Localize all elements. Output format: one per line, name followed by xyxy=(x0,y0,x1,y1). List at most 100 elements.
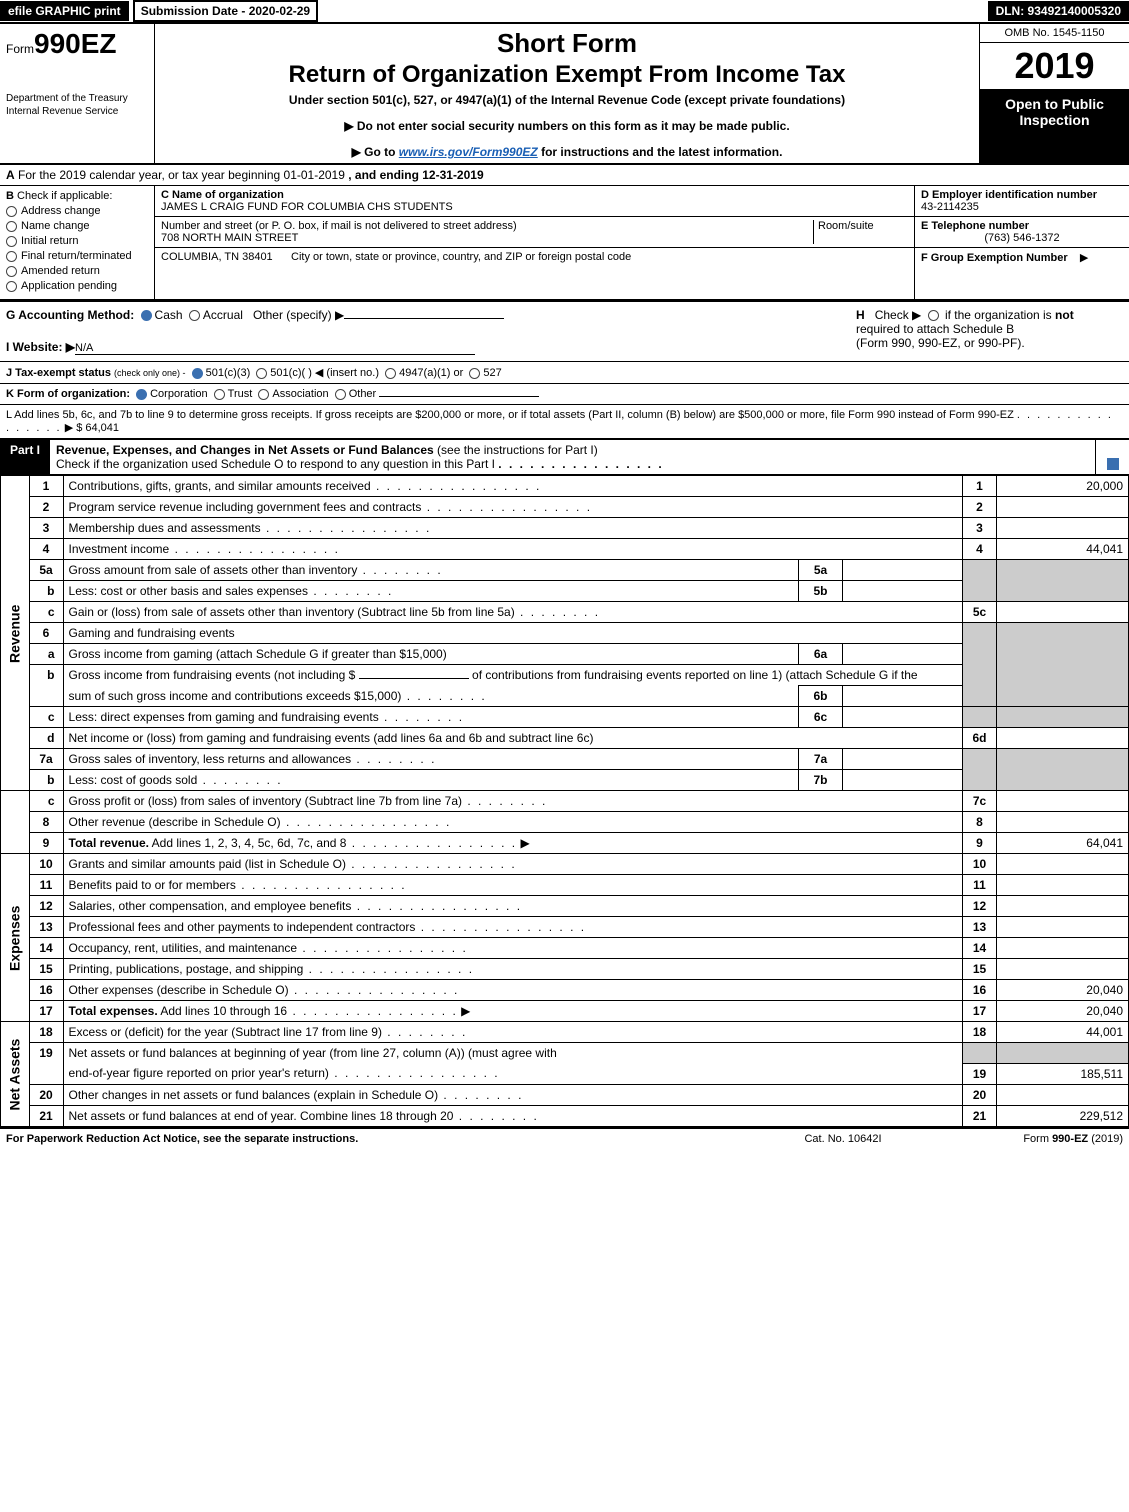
row-desc: Less: direct expenses from gaming and fu… xyxy=(69,710,379,724)
dots-icon xyxy=(515,605,600,619)
inner-val xyxy=(843,644,963,665)
dots-icon xyxy=(379,710,464,724)
j-label: J Tax-exempt status xyxy=(6,367,111,379)
radio-checked-icon[interactable] xyxy=(136,389,147,400)
row-box: 7c xyxy=(963,791,997,812)
row-num: 10 xyxy=(29,854,63,875)
line-g: G Accounting Method: Cash Accrual Other … xyxy=(6,308,848,322)
k-other-input[interactable] xyxy=(379,396,539,397)
table-row: 11 Benefits paid to or for members 11 xyxy=(1,875,1129,896)
footer-catno: Cat. No. 10642I xyxy=(743,1133,943,1145)
inner-box: 6c xyxy=(799,707,843,728)
inner-box: 6b xyxy=(799,686,843,707)
line-a-prefix: A xyxy=(6,168,15,182)
arrow-icon: ▶ xyxy=(520,836,529,850)
radio-checked-icon[interactable] xyxy=(141,310,152,321)
dots-icon xyxy=(281,815,452,829)
row-desc: Professional fees and other payments to … xyxy=(69,920,416,934)
amount-input[interactable] xyxy=(359,678,469,679)
tel-lbl-text: E Telephone number xyxy=(921,220,1029,232)
radio-unchecked-icon[interactable] xyxy=(469,368,480,379)
table-row: 3 Membership dues and assessments 3 xyxy=(1,518,1129,539)
row-desc-19-1: Net assets or fund balances at beginning… xyxy=(69,1046,557,1060)
row-desc: Other changes in net assets or fund bala… xyxy=(69,1088,439,1102)
inner-box: 5b xyxy=(799,581,843,602)
table-row: c Less: direct expenses from gaming and … xyxy=(1,707,1129,728)
subtitle-501: Under section 501(c), 527, or 4947(a)(1)… xyxy=(161,93,973,107)
arrow-icon: ▶ xyxy=(461,1004,470,1018)
checkbox-icon xyxy=(6,281,17,292)
table-row: c Gross profit or (loss) from sales of i… xyxy=(1,791,1129,812)
table-row: b Gross income from fundraising events (… xyxy=(1,665,1129,686)
grp-label: F Group Exemption Number xyxy=(921,252,1068,264)
table-row: b Less: cost or other basis and sales ex… xyxy=(1,581,1129,602)
shaded-cell xyxy=(997,749,1129,791)
website-value: N/A xyxy=(75,342,475,355)
part1-label: Part I xyxy=(0,440,50,474)
row-desc: Printing, publications, postage, and shi… xyxy=(69,962,304,976)
omb-number: OMB No. 1545-1150 xyxy=(980,24,1129,43)
row-num: 6 xyxy=(29,623,63,644)
row-num: 9 xyxy=(29,833,63,854)
efile-print-button[interactable]: efile GRAPHIC print xyxy=(0,1,129,21)
checkbox-checked-icon[interactable] xyxy=(1107,458,1119,470)
row-desc: Net income or (loss) from gaming and fun… xyxy=(69,731,594,745)
radio-unchecked-icon[interactable] xyxy=(256,368,267,379)
chk-label-4: Amended return xyxy=(21,265,100,277)
row-val: 185,511 xyxy=(997,1063,1129,1084)
row-box: 17 xyxy=(963,1001,997,1022)
row-num: 11 xyxy=(29,875,63,896)
row-num: 16 xyxy=(29,980,63,1001)
checkbox-icon xyxy=(6,236,17,247)
grp-arrow-icon: ▶ xyxy=(1080,252,1088,264)
table-row: 9 Total revenue. Add lines 1, 2, 3, 4, 5… xyxy=(1,833,1129,854)
chk-initial-return[interactable]: Initial return xyxy=(6,235,148,247)
row-box: 5c xyxy=(963,602,997,623)
table-row: 15 Printing, publications, postage, and … xyxy=(1,959,1129,980)
row-desc: Net assets or fund balances at end of ye… xyxy=(69,1109,454,1123)
radio-unchecked-icon[interactable] xyxy=(385,368,396,379)
chk-amended-return[interactable]: Amended return xyxy=(6,265,148,277)
part1-header: Part I Revenue, Expenses, and Changes in… xyxy=(0,438,1129,475)
chk-name-change[interactable]: Name change xyxy=(6,220,148,232)
row-num: 12 xyxy=(29,896,63,917)
irs-link[interactable]: www.irs.gov/Form990EZ xyxy=(399,145,538,159)
row-box: 21 xyxy=(963,1105,997,1126)
chk-address-change[interactable]: Address change xyxy=(6,205,148,217)
h-check-label: Check ▶ xyxy=(875,308,922,322)
radio-unchecked-icon[interactable] xyxy=(335,389,346,400)
radio-unchecked-icon[interactable] xyxy=(189,310,200,321)
row-val xyxy=(997,917,1129,938)
chk-application-pending[interactable]: Application pending xyxy=(6,280,148,292)
radio-checked-icon[interactable] xyxy=(192,368,203,379)
h-not: not xyxy=(1055,308,1074,322)
row-sub: c xyxy=(29,791,63,812)
radio-unchecked-icon[interactable] xyxy=(214,389,225,400)
section-bcd: B Check if applicable: Address change Na… xyxy=(0,186,1129,300)
g-other-input[interactable] xyxy=(344,318,504,319)
section-c: C Name of organization JAMES L CRAIG FUN… xyxy=(155,186,914,299)
form-header: Form990EZ Department of the Treasury Int… xyxy=(0,24,1129,165)
row-desc: Gross income from gaming (attach Schedul… xyxy=(69,647,447,661)
table-row: 20 Other changes in net assets or fund b… xyxy=(1,1084,1129,1105)
shaded-cell xyxy=(997,1043,1129,1064)
row-val xyxy=(997,497,1129,518)
table-row: c Gain or (loss) from sale of assets oth… xyxy=(1,602,1129,623)
shaded-cell xyxy=(963,560,997,602)
chk-final-return[interactable]: Final return/terminated xyxy=(6,250,148,262)
section-b: B Check if applicable: Address change Na… xyxy=(0,186,155,299)
chk-label-5: Application pending xyxy=(21,280,117,292)
row-box: 19 xyxy=(963,1063,997,1084)
open-line2: Inspection xyxy=(982,112,1127,128)
radio-unchecked-icon[interactable] xyxy=(258,389,269,400)
row-val: 64,041 xyxy=(997,833,1129,854)
k-trust: Trust xyxy=(228,388,253,400)
part1-check-text: Check if the organization used Schedule … xyxy=(56,457,495,471)
shaded-cell xyxy=(963,1043,997,1064)
part1-title: Revenue, Expenses, and Changes in Net As… xyxy=(50,440,1095,474)
radio-unchecked-icon[interactable] xyxy=(928,310,939,321)
row-val xyxy=(997,518,1129,539)
net-assets-vert-label: Net Assets xyxy=(1,1022,30,1127)
k-assoc: Association xyxy=(272,388,328,400)
table-row: 2 Program service revenue including gove… xyxy=(1,497,1129,518)
